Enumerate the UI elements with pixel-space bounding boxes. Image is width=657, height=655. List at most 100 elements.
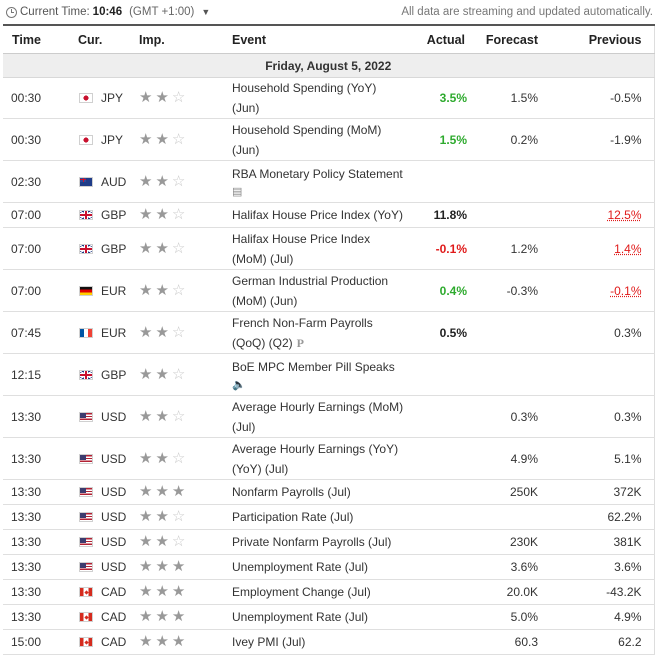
previous-value-text: 62.2 [618, 635, 642, 649]
table-row[interactable]: 13:30 CAD ★★★ Unemployment Rate (Jul) 5.0% 4.… [3, 604, 654, 630]
table-row[interactable]: 07:00 GBP ★★☆ Halifax House Price Index (Yo… [3, 202, 654, 228]
col-actual-header[interactable]: Actual [410, 24, 467, 54]
event-name-link[interactable]: German Industrial Production (MoM) (Jun) [232, 273, 389, 308]
previous-value-text[interactable]: 12.5% [607, 208, 642, 222]
forecast-value: 3.6% [467, 554, 545, 580]
date-header: Friday, August 5, 2022 [3, 53, 654, 78]
importance-stars: ★★★ [137, 479, 227, 505]
star-icon: ★ [139, 323, 156, 341]
table-row[interactable]: 02:30 AUD ★★☆ RBA Monetary Policy Statement… [3, 160, 654, 203]
flag-us-icon [79, 537, 93, 547]
previous-value-text[interactable]: -0.1% [610, 283, 642, 298]
previous-value-text: 372K [613, 485, 642, 499]
table-row[interactable]: 07:00 GBP ★★☆ Halifax House Price Index (Mo… [3, 227, 654, 270]
table-row[interactable]: 07:00 EUR ★★☆ German Industrial Production … [3, 269, 654, 312]
col-event-header[interactable]: Event [227, 24, 410, 54]
star-icon: ★ [155, 323, 172, 341]
table-row[interactable]: 12:15 GBP ★★☆ BoE MPC Member Pill Speaks 🔈 [3, 353, 654, 396]
event-name-link[interactable]: Halifax House Price Index (YoY) [232, 208, 403, 222]
table-row[interactable]: 13:30 USD ★★☆ Average Hourly Earnings (YoY)… [3, 437, 654, 480]
previous-value-text: -0.5% [610, 91, 642, 105]
event-name-link[interactable]: Nonfarm Payrolls (Jul) [232, 485, 351, 499]
table-row[interactable]: 15:00 CAD ★★★ Ivey PMI (Jul) 60.3 62.2 [3, 629, 654, 655]
event-name-link[interactable]: French Non-Farm Payrolls (QoQ) (Q2) [232, 315, 373, 350]
previous-value-text[interactable]: 1.4% [614, 241, 642, 256]
star-icon: ★ [155, 608, 172, 625]
previous-value: -43.2K [545, 579, 654, 605]
event-name-cell[interactable]: French Non-Farm Payrolls (QoQ) (Q2) P [227, 311, 410, 354]
event-name-cell[interactable]: Ivey PMI (Jul) [227, 629, 410, 655]
forecast-value: 1.5% [467, 77, 545, 119]
event-name-cell[interactable]: Average Hourly Earnings (YoY) (YoY) (Jul… [227, 437, 410, 480]
event-name-link[interactable]: Private Nonfarm Payrolls (Jul) [232, 535, 392, 549]
table-row[interactable]: 13:30 CAD ★★★ Employment Change (Jul) 20.0K -… [3, 579, 654, 605]
event-name-link[interactable]: BoE MPC Member Pill Speaks [232, 359, 395, 374]
topbar: Current Time: 10:46 (GMT +1:00) ▼ All dat… [0, 0, 657, 24]
star-icon: ☆ [171, 206, 189, 223]
event-name-cell[interactable]: Average Hourly Earnings (MoM) (Jul) [227, 395, 410, 438]
importance-stars: ★★☆ [137, 311, 227, 354]
event-name-cell[interactable]: RBA Monetary Policy Statement ▤ [227, 160, 410, 203]
event-name-cell[interactable]: Employment Change (Jul) [227, 579, 410, 605]
event-name-link[interactable]: Household Spending (MoM) (Jun) [232, 122, 382, 157]
star-icon: ★ [155, 449, 172, 467]
col-importance-header[interactable]: Imp. [137, 24, 227, 54]
flag-us-icon [79, 411, 93, 422]
event-currency-cell: AUD [73, 160, 137, 203]
table-row[interactable]: 13:30 USD ★★☆ Participation Rate (Jul) 62.2% [3, 504, 654, 530]
col-currency-header[interactable]: Cur. [73, 24, 137, 54]
table-row[interactable]: 00:30 JPY ★★☆ Household Spending (YoY) (Jun… [3, 77, 654, 119]
event-name-cell[interactable]: Halifax House Price Index (MoM) (Jul) [227, 227, 410, 270]
event-currency-cell: GBP [73, 227, 137, 270]
forecast-value: 5.0% [467, 604, 545, 630]
speaker-icon[interactable]: 🔈 [232, 378, 246, 391]
event-time: 13:30 [3, 554, 73, 580]
table-row[interactable]: 13:30 USD ★★★ Nonfarm Payrolls (Jul) 250K 372… [3, 479, 654, 505]
table-row[interactable]: 07:45 EUR ★★☆ French Non-Farm Payrolls (QoQ… [3, 311, 654, 354]
event-name-cell[interactable]: Household Spending (YoY) (Jun) [227, 77, 410, 119]
event-name-cell[interactable]: Private Nonfarm Payrolls (Jul) [227, 529, 410, 555]
previous-value: 5.1% [545, 437, 654, 480]
table-row[interactable]: 00:30 JPY ★★☆ Household Spending (MoM) (Jun… [3, 118, 654, 161]
economic-calendar-table: Time Cur. Imp. Event Actual Forecast Pre… [3, 24, 655, 655]
previous-value-text: 0.3% [614, 325, 642, 340]
event-name-cell[interactable]: BoE MPC Member Pill Speaks 🔈 [227, 353, 410, 396]
table-row[interactable]: 13:30 USD ★★★ Unemployment Rate (Jul) 3.6% 3.… [3, 554, 654, 580]
event-name-link[interactable]: Average Hourly Earnings (YoY) (YoY) (Jul… [232, 441, 399, 476]
col-time-header[interactable]: Time [3, 24, 73, 54]
event-name-link[interactable]: Halifax House Price Index (MoM) (Jul) [232, 231, 371, 266]
event-name-link[interactable]: Ivey PMI (Jul) [232, 635, 306, 649]
timezone-selector[interactable]: Current Time: 10:46 (GMT +1:00) ▼ [6, 6, 210, 18]
event-name-cell[interactable]: Halifax House Price Index (YoY) [227, 202, 410, 228]
event-name-cell[interactable]: Participation Rate (Jul) [227, 504, 410, 530]
document-icon[interactable]: ▤ [232, 185, 243, 198]
previous-value-text: 381K [613, 535, 642, 549]
event-name-link[interactable]: Unemployment Rate (Jul) [232, 610, 369, 624]
event-name-link[interactable]: Unemployment Rate (Jul) [232, 560, 369, 574]
actual-value-text: 11.8% [433, 208, 467, 222]
flag-gb-icon [79, 369, 93, 380]
event-name-link[interactable]: RBA Monetary Policy Statement [232, 166, 403, 181]
col-forecast-header[interactable]: Forecast [467, 24, 545, 54]
event-name-cell[interactable]: Unemployment Rate (Jul) [227, 604, 410, 630]
actual-value: 0.4% [410, 269, 467, 312]
event-name-link[interactable]: Participation Rate (Jul) [232, 510, 354, 524]
actual-value [410, 160, 467, 203]
event-name-link[interactable]: Employment Change (Jul) [232, 585, 371, 599]
event-name-cell[interactable]: Unemployment Rate (Jul) [227, 554, 410, 580]
previous-value: 372K [545, 479, 654, 505]
event-currency-cell: USD [73, 479, 137, 505]
forecast-value: 0.2% [467, 118, 545, 161]
forecast-value [467, 202, 545, 228]
event-name-link[interactable]: Household Spending (YoY) (Jun) [232, 81, 377, 115]
chevron-down-icon[interactable]: ▼ [201, 7, 211, 17]
importance-stars: ★★☆ [137, 202, 227, 228]
col-previous-header[interactable]: Previous [545, 24, 654, 54]
event-name-cell[interactable]: German Industrial Production (MoM) (Jun) [227, 269, 410, 312]
event-name-cell[interactable]: Household Spending (MoM) (Jun) [227, 118, 410, 161]
table-row[interactable]: 13:30 USD ★★☆ Average Hourly Earnings (MoM)… [3, 395, 654, 438]
event-name-cell[interactable]: Nonfarm Payrolls (Jul) [227, 479, 410, 505]
actual-value-text: 0.4% [439, 283, 467, 298]
table-row[interactable]: 13:30 USD ★★☆ Private Nonfarm Payrolls (Jul… [3, 529, 654, 555]
event-name-link[interactable]: Average Hourly Earnings (MoM) (Jul) [232, 399, 404, 434]
